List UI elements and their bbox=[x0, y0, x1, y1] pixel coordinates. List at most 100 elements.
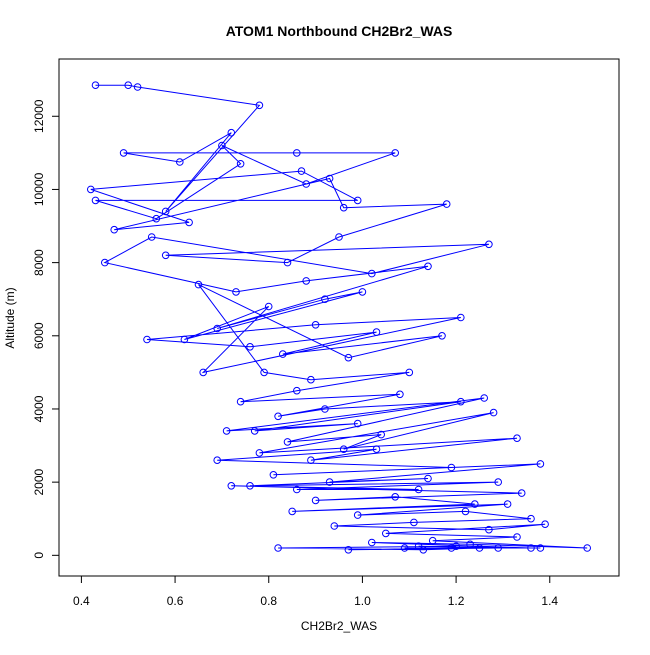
data-point bbox=[335, 233, 343, 241]
data-point bbox=[438, 332, 446, 340]
data-point bbox=[489, 408, 498, 417]
data-point bbox=[414, 542, 423, 551]
series-line bbox=[90, 84, 588, 551]
data-point bbox=[344, 353, 353, 362]
data-point bbox=[110, 225, 118, 234]
data-point bbox=[307, 456, 315, 465]
data-point bbox=[494, 478, 503, 486]
data-point bbox=[255, 101, 264, 110]
data-point bbox=[152, 214, 161, 223]
data-point bbox=[311, 321, 320, 329]
data-point bbox=[302, 277, 311, 285]
data-point bbox=[222, 427, 231, 435]
data-point bbox=[297, 167, 306, 175]
data-point bbox=[147, 233, 156, 241]
y-axis: 0 2000 4000 6000 8000 10000 12000 bbox=[32, 99, 60, 559]
data-point bbox=[180, 335, 189, 344]
data-point bbox=[513, 434, 521, 443]
data-point bbox=[288, 507, 297, 516]
y-tick-label: 10000 bbox=[32, 172, 46, 206]
data-point bbox=[133, 83, 142, 91]
y-tick-label: 4000 bbox=[32, 395, 46, 422]
data-point bbox=[372, 328, 381, 336]
data-point bbox=[232, 288, 240, 296]
data-point bbox=[213, 324, 221, 333]
data-point bbox=[283, 438, 292, 446]
data-point bbox=[503, 500, 512, 508]
data-point bbox=[353, 196, 362, 205]
data-point bbox=[382, 529, 390, 538]
data-point bbox=[269, 471, 278, 479]
data-point bbox=[321, 295, 329, 304]
y-tick-label: 0 bbox=[32, 552, 46, 559]
data-point bbox=[227, 482, 236, 490]
chart-title: ATOM1 Northbound CH2Br2_WAS bbox=[226, 23, 453, 39]
data-point bbox=[358, 288, 367, 296]
data-point bbox=[396, 390, 404, 399]
data-point bbox=[485, 240, 493, 249]
data-point bbox=[236, 160, 245, 168]
data-point bbox=[485, 525, 493, 534]
data-point bbox=[457, 313, 465, 322]
data-point bbox=[302, 180, 311, 188]
data-point bbox=[368, 538, 376, 547]
data-point bbox=[311, 496, 320, 505]
x-axis-label: CH2Br2_WAS bbox=[301, 619, 377, 633]
data-point bbox=[466, 540, 474, 549]
data-point bbox=[213, 456, 221, 465]
data-point bbox=[101, 258, 109, 267]
data-point bbox=[541, 520, 549, 529]
data-point bbox=[274, 544, 282, 552]
data-point bbox=[339, 445, 348, 454]
data-point bbox=[124, 81, 132, 89]
data-point bbox=[583, 544, 592, 552]
data-point bbox=[527, 514, 535, 523]
data-point bbox=[527, 544, 535, 552]
data-point bbox=[279, 350, 287, 358]
data-point bbox=[400, 544, 409, 552]
data-point bbox=[353, 511, 362, 519]
data-point bbox=[87, 185, 95, 194]
data-point bbox=[475, 544, 484, 552]
data-point bbox=[185, 218, 193, 227]
data-point bbox=[119, 149, 128, 157]
data-point bbox=[260, 368, 268, 377]
y-tick-label: 12000 bbox=[32, 99, 46, 133]
data-point bbox=[428, 536, 437, 545]
data-point bbox=[293, 485, 301, 494]
data-point bbox=[339, 203, 348, 212]
data-point bbox=[391, 149, 400, 157]
data-point bbox=[471, 500, 479, 508]
data-point bbox=[307, 375, 315, 384]
data-point bbox=[447, 463, 456, 472]
data-point bbox=[161, 251, 170, 260]
y-tick-label: 8000 bbox=[32, 249, 46, 276]
data-point bbox=[236, 397, 245, 406]
x-tick-label: 1.2 bbox=[448, 594, 465, 608]
data-point bbox=[377, 430, 386, 439]
data-point bbox=[410, 518, 418, 527]
data-point bbox=[246, 343, 254, 351]
data-point bbox=[227, 128, 236, 137]
data-point bbox=[494, 544, 503, 552]
y-tick-label: 6000 bbox=[32, 322, 46, 349]
data-point bbox=[194, 280, 203, 289]
x-tick-label: 0.4 bbox=[73, 594, 90, 608]
data-point bbox=[143, 335, 151, 344]
data-point bbox=[405, 368, 414, 377]
data-point bbox=[161, 207, 170, 216]
data-point bbox=[283, 258, 292, 267]
data-point bbox=[452, 542, 460, 551]
data-point bbox=[480, 394, 489, 402]
data-point bbox=[274, 412, 282, 421]
data-point bbox=[513, 533, 521, 541]
data-point bbox=[424, 262, 432, 271]
x-tick-label: 1.4 bbox=[541, 594, 558, 608]
data-point bbox=[372, 445, 381, 454]
data-point bbox=[368, 269, 376, 278]
y-tick-label: 2000 bbox=[32, 468, 46, 495]
data-point bbox=[536, 544, 545, 552]
data-point bbox=[255, 449, 264, 457]
